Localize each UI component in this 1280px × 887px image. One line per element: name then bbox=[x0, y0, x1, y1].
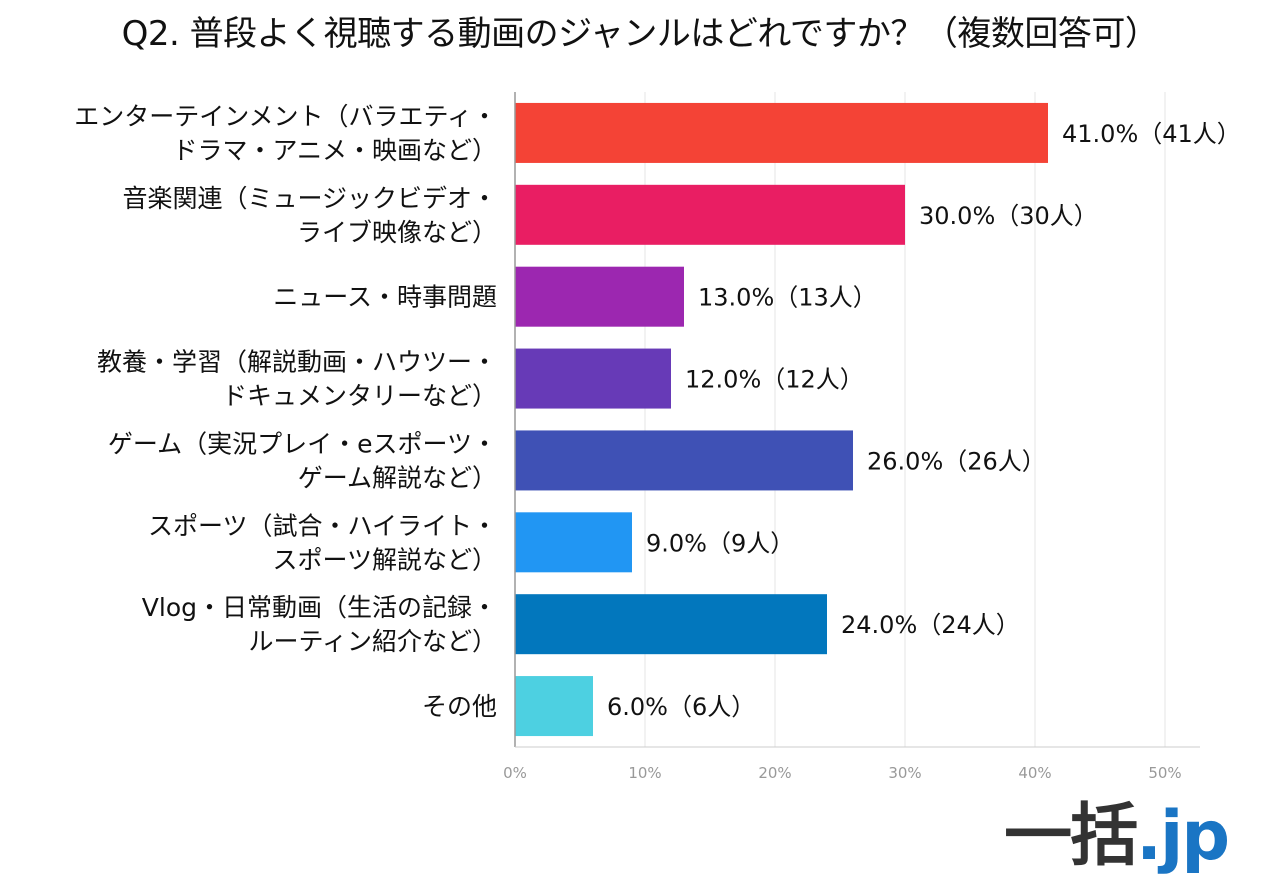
data-label: 26.0%（26人） bbox=[867, 447, 1046, 475]
x-tick-label: 10% bbox=[628, 764, 661, 782]
category-label: 音楽関連（ミュージックビデオ・ bbox=[122, 184, 497, 213]
x-tick-label: 50% bbox=[1148, 764, 1181, 782]
x-tick-label: 0% bbox=[503, 764, 527, 782]
category-labels: エンターテインメント（バラエティ・ドラマ・アニメ・映画など） 音楽関連（ミュージッ… bbox=[74, 102, 497, 721]
category-label: ゲーム（実況プレイ・eスポーツ・ bbox=[108, 429, 497, 458]
category-label: ニュース・時事問題 bbox=[273, 283, 497, 312]
x-axis: 0% 10% 20% 30% 40% 50% bbox=[503, 92, 1200, 782]
data-label: 6.0%（6人） bbox=[607, 693, 755, 721]
chart-title: Q2. 普段よく視聴する動画のジャンルはどれですか？（複数回答可） bbox=[121, 14, 1159, 54]
x-tick-label: 20% bbox=[758, 764, 791, 782]
category-label: 教養・学習（解説動画・ハウツー・ bbox=[97, 348, 497, 377]
category-label: ライブ映像など） bbox=[297, 218, 497, 247]
category-label: Vlog・日常動画（生活の記録・ bbox=[142, 593, 497, 622]
data-label: 41.0%（41人） bbox=[1062, 120, 1241, 148]
x-tick-label: 30% bbox=[888, 764, 921, 782]
category-label: ゲーム解説など） bbox=[298, 463, 497, 492]
data-label: 13.0%（13人） bbox=[698, 284, 877, 312]
bar bbox=[515, 184, 905, 245]
x-tick-label: 40% bbox=[1018, 764, 1051, 782]
data-label: 9.0%（9人） bbox=[646, 529, 794, 557]
brand-logo: 一括.jp bbox=[1004, 780, 1230, 879]
data-label: 24.0%（24人） bbox=[841, 611, 1020, 639]
bar bbox=[515, 102, 1048, 163]
category-label: ドキュメンタリーなど） bbox=[222, 382, 497, 411]
bar bbox=[515, 430, 853, 491]
data-label: 12.0%（12人） bbox=[685, 366, 864, 394]
bar bbox=[515, 348, 671, 409]
data-label: 30.0%（30人） bbox=[919, 202, 1098, 230]
category-label: スポーツ（試合・ハイライト・ bbox=[148, 511, 497, 540]
logo-text: 一括 bbox=[1004, 797, 1138, 876]
category-label: エンターテインメント（バラエティ・ bbox=[74, 102, 497, 131]
category-label: スポーツ解説など） bbox=[272, 545, 497, 574]
bar bbox=[515, 676, 593, 737]
value-labels: 41.0%（41人） 30.0%（30人） 13.0%（13人） 12.0%（12人）… bbox=[607, 120, 1241, 721]
category-label: ドラマ・アニメ・映画など） bbox=[172, 136, 497, 165]
bar bbox=[515, 594, 827, 655]
category-label: ルーティン紹介など） bbox=[248, 627, 497, 656]
logo-suffix: .jp bbox=[1136, 797, 1230, 876]
category-label: その他 bbox=[422, 692, 497, 721]
bars bbox=[515, 102, 1048, 737]
bar bbox=[515, 266, 684, 327]
bar bbox=[515, 512, 632, 573]
